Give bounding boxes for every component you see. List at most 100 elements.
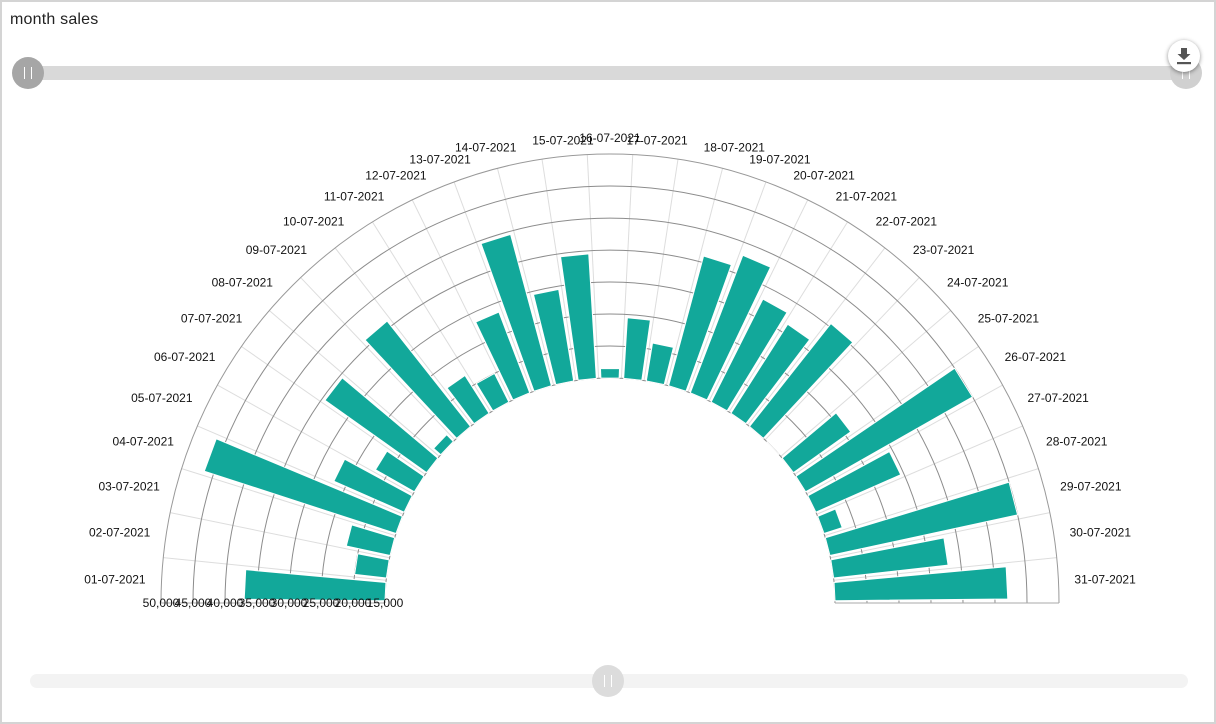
grid-spoke	[830, 512, 1050, 559]
bar-12-07-2021	[475, 311, 531, 401]
bar-19-07-2021	[667, 255, 733, 392]
bar-23-07-2021	[748, 322, 854, 440]
download-button[interactable]	[1168, 40, 1200, 72]
bar-21-07-2021	[710, 298, 788, 412]
grid-arc	[224, 217, 996, 604]
grid-spoke	[794, 346, 979, 475]
download-icon	[1177, 48, 1191, 65]
bar-26-07-2021	[795, 367, 974, 493]
radial-axis-ticks: 50,00045,00040,00035,00030,00025,00020,0…	[143, 596, 404, 610]
category-label: 23-07-2021	[913, 243, 975, 257]
category-label: 03-07-2021	[98, 479, 160, 493]
grid-spoke	[816, 425, 1023, 515]
category-label: 21-07-2021	[836, 189, 898, 203]
grid-spoke	[300, 277, 456, 441]
grid-spoke	[372, 221, 492, 413]
grid-spoke	[334, 247, 473, 426]
bar-04-07-2021	[203, 438, 403, 535]
chart-bars	[203, 233, 1019, 602]
bar-06-07-2021	[374, 450, 425, 493]
radial-tick-label: 20,000	[335, 596, 372, 610]
grid-arc	[288, 281, 932, 604]
category-label: 14-07-2021	[455, 141, 517, 155]
grid-spoke	[197, 425, 404, 515]
category-label: 08-07-2021	[212, 276, 274, 290]
grid-spoke	[181, 468, 396, 537]
bar-22-07-2021	[730, 323, 811, 425]
category-label: 28-07-2021	[1046, 435, 1108, 449]
bar-28-07-2021	[817, 508, 843, 535]
grid-arc	[192, 185, 1028, 604]
category-label: 13-07-2021	[409, 152, 471, 166]
bar-10-07-2021	[446, 374, 490, 425]
category-label: 10-07-2021	[283, 214, 345, 228]
category-label: 02-07-2021	[89, 526, 151, 540]
grid-spoke	[833, 557, 1057, 581]
grid-spoke	[163, 557, 387, 581]
grid-spoke	[806, 384, 1003, 495]
category-label: 19-07-2021	[749, 152, 811, 166]
range-selector-track[interactable]	[14, 66, 1190, 80]
bar-24-07-2021	[766, 441, 780, 456]
category-label: 27-07-2021	[1027, 391, 1089, 405]
category-label: 18-07-2021	[704, 141, 766, 155]
bar-31-07-2021	[833, 566, 1009, 602]
bar-05-07-2021	[333, 458, 413, 513]
category-label: 25-07-2021	[978, 311, 1040, 325]
radial-tick-label: 15,000	[367, 596, 404, 610]
grid-spoke	[268, 310, 440, 457]
grid-spoke	[411, 199, 512, 402]
category-label: 26-07-2021	[1005, 350, 1067, 364]
chart-title: month sales	[10, 11, 99, 28]
radial-tick-label: 50,000	[143, 596, 180, 610]
category-label: 09-07-2021	[246, 243, 308, 257]
category-label: 24-07-2021	[947, 276, 1009, 290]
bar-27-07-2021	[807, 450, 902, 513]
radial-tick-label: 25,000	[303, 596, 340, 610]
bar-20-07-2021	[689, 254, 772, 401]
grid-spoke	[728, 221, 848, 413]
grid-spoke	[764, 277, 920, 441]
bar-14-07-2021	[532, 288, 575, 386]
category-label: 11-07-2021	[324, 189, 385, 203]
bar-29-07-2021	[824, 481, 1019, 557]
bar-08-07-2021	[432, 433, 455, 456]
bar-17-07-2021	[623, 317, 651, 381]
horizontal-scrollbar-handle[interactable]	[592, 665, 624, 697]
grid-spoke	[708, 199, 809, 402]
grid-spoke	[453, 181, 533, 393]
grid-spoke	[586, 154, 600, 379]
grid-spoke	[170, 512, 390, 559]
grid-spoke	[620, 154, 634, 379]
category-label: 06-07-2021	[154, 350, 216, 364]
category-label: 29-07-2021	[1060, 479, 1122, 493]
grid-spoke	[665, 168, 724, 386]
category-label: 15-07-2021	[532, 133, 594, 147]
grid-spoke	[687, 181, 767, 393]
bar-25-07-2021	[781, 412, 852, 474]
bar-30-07-2021	[830, 537, 949, 579]
bar-11-07-2021	[475, 372, 510, 412]
range-selector-left-handle[interactable]	[12, 57, 44, 89]
grid-spoke	[747, 247, 886, 426]
bar-16-07-2021	[599, 368, 621, 379]
category-label: 04-07-2021	[113, 435, 175, 449]
bar-15-07-2021	[559, 253, 597, 381]
category-label: 17-07-2021	[626, 133, 688, 147]
radial-tick-label: 45,000	[175, 596, 212, 610]
radial-tick-label: 30,000	[271, 596, 308, 610]
grid-spoke	[541, 159, 577, 381]
category-label: 01-07-2021	[84, 572, 146, 586]
grid-spoke	[643, 159, 679, 381]
radial-tick-label: 40,000	[207, 596, 244, 610]
bar-03-07-2021	[345, 524, 396, 557]
category-label: 31-07-2021	[1074, 572, 1136, 586]
grid-spoke	[217, 384, 414, 495]
bar-09-07-2021	[364, 320, 472, 440]
category-label: 12-07-2021	[365, 169, 427, 183]
grid-spoke	[780, 310, 952, 457]
bar-02-07-2021	[354, 553, 390, 579]
category-label: 07-07-2021	[181, 311, 243, 325]
category-label: 30-07-2021	[1070, 526, 1132, 540]
grid-arc	[160, 153, 1060, 604]
